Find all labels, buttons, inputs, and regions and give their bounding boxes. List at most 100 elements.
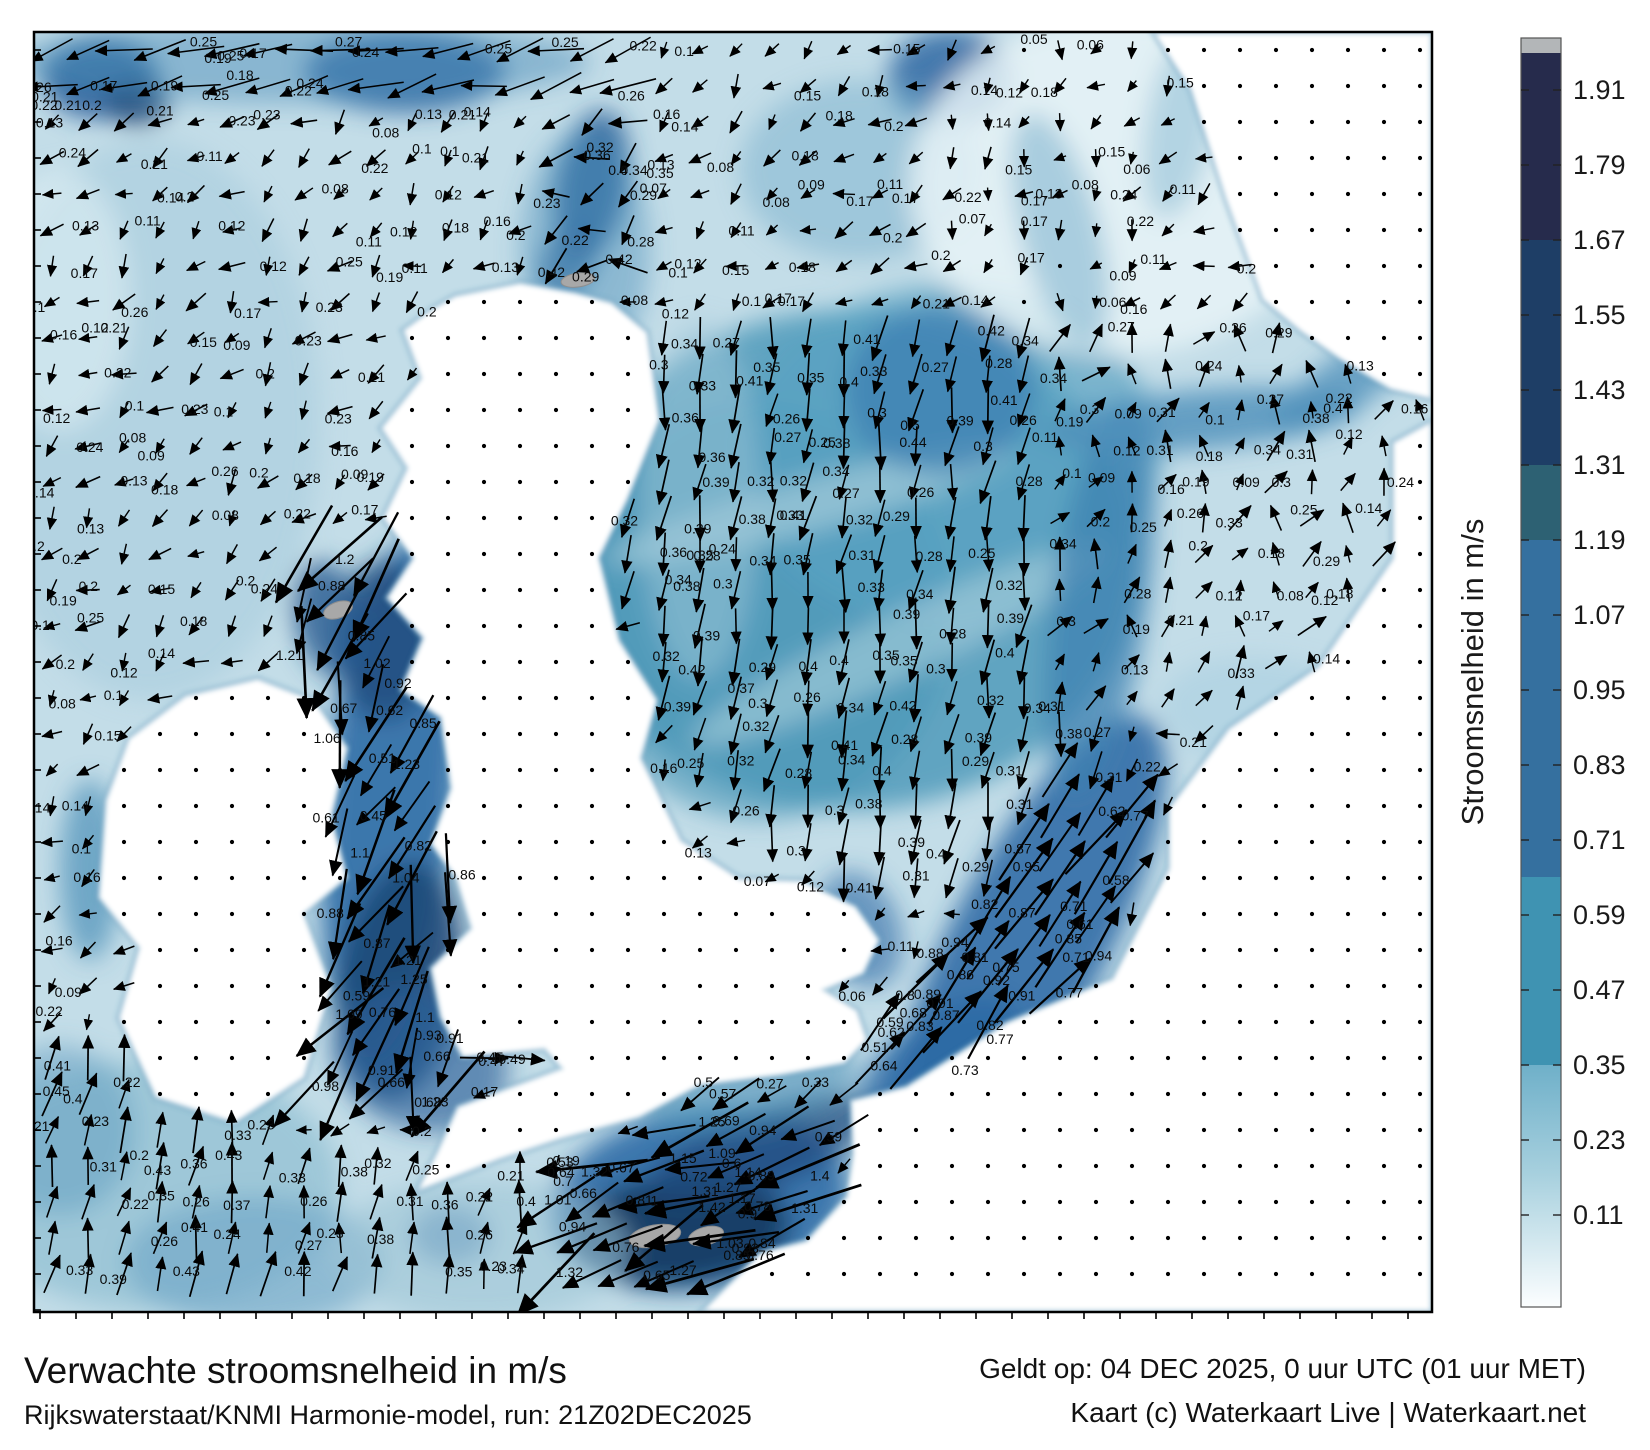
featured-value-label: 0.59 xyxy=(876,1014,903,1030)
flow-arrow xyxy=(224,332,240,344)
flow-arrow xyxy=(83,1253,95,1294)
flow-arrow xyxy=(872,976,888,996)
grid-dot xyxy=(985,1199,991,1205)
flow-arrow xyxy=(406,367,418,381)
flow-arrow xyxy=(980,427,994,466)
flow-arrow xyxy=(705,1112,766,1148)
grid-dot xyxy=(1093,983,1099,989)
grid-dot xyxy=(157,1019,163,1025)
flow-arrow xyxy=(727,496,743,541)
flow-arrow xyxy=(119,1151,130,1181)
grid-dot xyxy=(697,983,703,989)
flow-arrow xyxy=(1198,434,1210,457)
grid-dot xyxy=(1129,1271,1135,1277)
value-label: 0.5 xyxy=(694,1074,714,1090)
value-label: 0.38 xyxy=(739,511,766,527)
grid-dot xyxy=(769,947,775,953)
value-label: 0.39 xyxy=(898,834,925,850)
flow-arrow xyxy=(118,1220,131,1255)
grid-dot xyxy=(1381,875,1387,881)
flow-arrow xyxy=(729,110,743,134)
flow-arrow xyxy=(393,780,431,832)
value-label: 0.9 xyxy=(738,1205,758,1221)
value-label: 0.26 xyxy=(151,1233,178,1249)
grid-dot xyxy=(1201,83,1207,89)
flow-arrow xyxy=(1341,502,1354,533)
grid-dot xyxy=(193,767,199,773)
flow-arrow xyxy=(1305,581,1319,599)
colorbar-segment xyxy=(1521,540,1561,877)
grid-dot xyxy=(1201,119,1207,125)
grid-dot xyxy=(913,1271,919,1277)
grid-dot xyxy=(1345,335,1351,341)
flow-arrow xyxy=(873,569,885,612)
grid-dot xyxy=(769,983,775,989)
flow-arrow xyxy=(329,292,350,312)
colorbar-segment xyxy=(1521,53,1561,240)
flow-arrow xyxy=(298,256,310,276)
flow-arrow xyxy=(43,1012,61,1032)
grid-dot xyxy=(1309,227,1315,233)
value-label: 0.3 xyxy=(748,695,768,711)
grid-dot xyxy=(445,767,451,773)
grid-dot xyxy=(445,983,451,989)
flow-arrow xyxy=(119,652,130,672)
value-label: 0.26 xyxy=(732,803,759,819)
value-label: 0.25 xyxy=(1130,519,1157,535)
value-label: 0.15 xyxy=(190,334,217,350)
flow-arrow xyxy=(371,292,382,313)
flow-arrow xyxy=(655,423,671,469)
value-label: 0.32 xyxy=(364,1155,391,1171)
flow-arrow xyxy=(394,946,430,1027)
grid-dot xyxy=(445,1127,451,1133)
value-label: 0.29 xyxy=(962,753,989,769)
grid-dot xyxy=(193,1055,199,1061)
grid-dot xyxy=(1273,947,1279,953)
flow-arrow xyxy=(155,258,166,275)
flow-arrow xyxy=(359,743,393,797)
value-label: 0.17 xyxy=(892,190,919,206)
value-label: 0.66 xyxy=(378,1074,405,1090)
flow-arrow xyxy=(599,78,657,96)
flow-arrow xyxy=(118,690,130,707)
flow-arrow xyxy=(47,1220,59,1255)
flow-arrow xyxy=(151,365,169,383)
flow-arrow xyxy=(693,424,706,469)
flow-arrow xyxy=(860,992,900,1052)
grid-dot xyxy=(445,479,451,485)
flow-arrow xyxy=(838,392,850,429)
value-label: 0.15 xyxy=(893,41,920,57)
value-label: 0.94 xyxy=(941,934,968,950)
grid-dot xyxy=(409,479,415,485)
sea-shade-blob xyxy=(691,543,1109,747)
value-label: 0.14 xyxy=(27,485,54,501)
featured-value-label: 0.19 xyxy=(204,50,231,66)
flow-arrow xyxy=(980,859,994,898)
flow-arrow xyxy=(1302,540,1322,567)
grid-dot xyxy=(1309,1019,1315,1025)
flow-arrow xyxy=(1109,852,1155,904)
value-label: 0.23 xyxy=(295,333,322,349)
grid-dot xyxy=(1345,299,1351,305)
value-label: 0.29 xyxy=(962,858,989,874)
flow-arrow xyxy=(834,221,854,239)
flow-arrow xyxy=(1123,296,1141,307)
grid-dot xyxy=(1057,1055,1063,1061)
grid-dot xyxy=(1273,1019,1279,1025)
flow-arrow xyxy=(765,602,778,651)
flow-arrow xyxy=(1050,511,1071,525)
value-label: 0.1 xyxy=(440,143,460,159)
featured-value-label: 0.83 xyxy=(906,1018,933,1034)
featured-value-label: 0.85 xyxy=(723,1247,750,1263)
flow-arrow xyxy=(440,111,456,133)
flow-arrow xyxy=(226,291,238,314)
value-label: 0.08 xyxy=(621,292,648,308)
grid-dot xyxy=(553,875,559,881)
grid-dot xyxy=(949,1199,955,1205)
value-label: 0.19 xyxy=(151,77,178,93)
grid-dot xyxy=(589,407,595,413)
flow-arrow xyxy=(113,112,135,132)
grid-dot xyxy=(1201,875,1207,881)
flow-arrow xyxy=(191,1106,204,1154)
grid-dot xyxy=(1237,1127,1243,1133)
